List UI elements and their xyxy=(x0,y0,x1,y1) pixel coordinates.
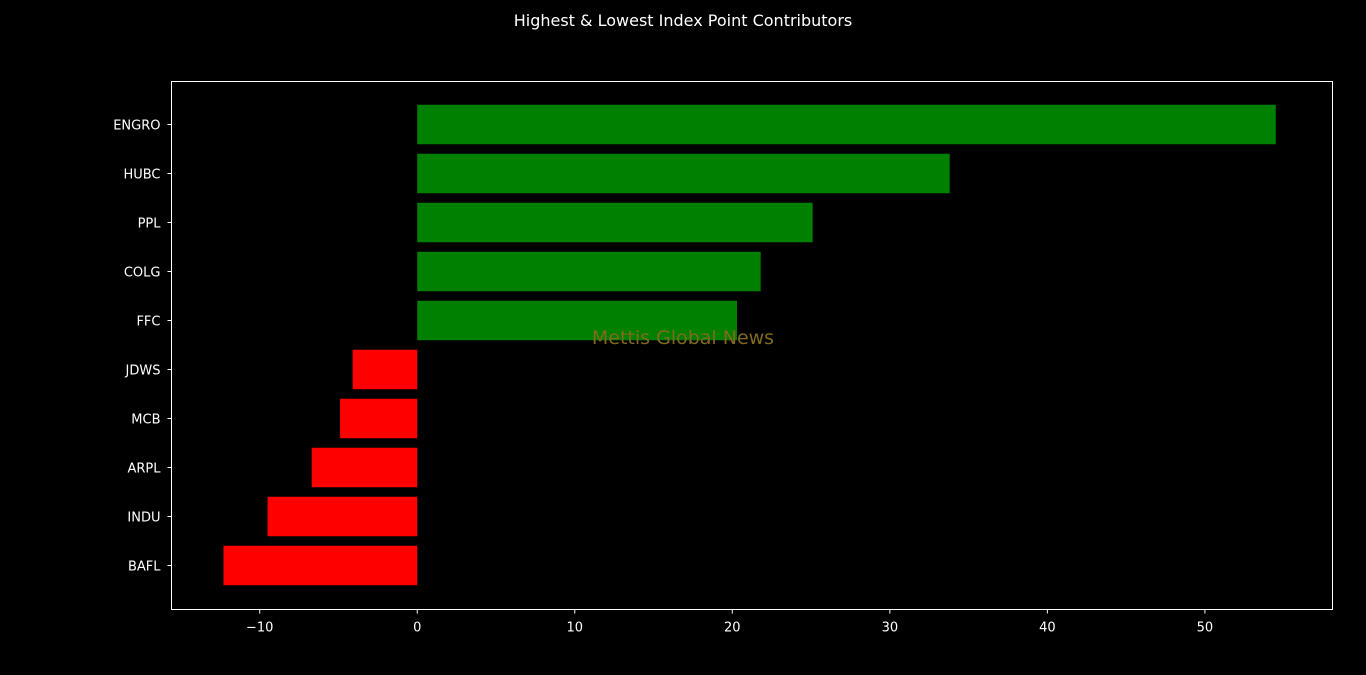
bar-ffc xyxy=(417,300,738,341)
y-tick-label: JDWS xyxy=(125,364,161,379)
x-tick-label: 10 xyxy=(567,621,584,636)
y-tick-label: HUBC xyxy=(123,168,160,183)
y-tick-label: PPL xyxy=(138,217,162,232)
x-tick-label: 50 xyxy=(1197,621,1214,636)
watermark-text: Mettis Global News xyxy=(592,327,774,349)
bar-mcb xyxy=(340,398,418,439)
y-axis: ENGRO HUBC PPL COLG FFC JDWS MCB ARPL INDU BAFL xyxy=(113,119,172,575)
x-tick-label: 20 xyxy=(724,621,741,636)
y-tick-label: BAFL xyxy=(128,560,161,575)
y-tick-label: ENGRO xyxy=(113,119,160,134)
bar-colg xyxy=(417,251,761,292)
y-tick-label: INDU xyxy=(127,511,160,526)
x-axis: −10 0 10 20 30 40 50 xyxy=(246,609,1214,636)
y-tick-label: ARPL xyxy=(127,462,161,477)
bar-indu xyxy=(267,496,418,537)
y-tick-label: COLG xyxy=(124,266,161,281)
bar-bafl xyxy=(223,545,418,586)
bar-engro xyxy=(417,104,1276,145)
x-tick-label: 30 xyxy=(882,621,899,636)
x-tick-label: 0 xyxy=(413,621,421,636)
y-tick-label: MCB xyxy=(131,413,160,428)
bars-group xyxy=(223,104,1276,586)
y-tick-label: FFC xyxy=(136,315,160,330)
x-tick-label: 40 xyxy=(1039,621,1056,636)
bar-arpl xyxy=(311,447,418,488)
x-tick-label: −10 xyxy=(246,621,273,636)
bar-jdws xyxy=(352,349,418,390)
bar-ppl xyxy=(417,202,813,243)
plot-area-frame xyxy=(171,81,1333,610)
chart-title: Highest & Lowest Index Point Contributor… xyxy=(513,11,853,30)
bar-hubc xyxy=(417,153,950,194)
